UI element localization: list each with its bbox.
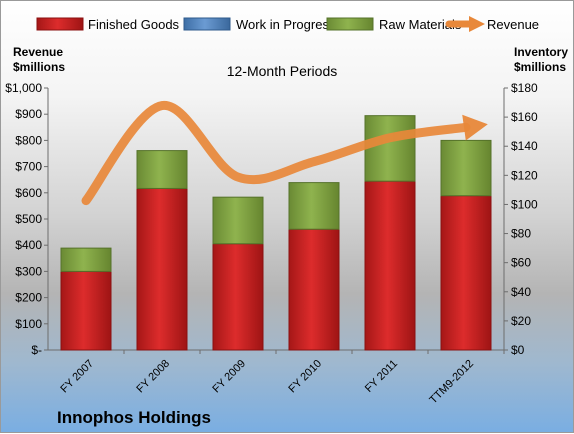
x-tick-label: FY 2008 [134,358,172,396]
bar-raw-materials [364,115,416,182]
revenue-line [81,101,471,206]
legend-label-work-in-progress: Work in Progress [236,17,336,32]
left-tick-label: $700 [15,160,42,174]
bar-finished-goods [212,243,264,351]
right-tick-label: $160 [511,110,538,124]
left-tick-label: $400 [15,238,42,252]
legend-label-finished-goods: Finished Goods [88,17,180,32]
bar-finished-goods [440,195,492,351]
legend: Finished Goods Work in Progress Raw Mate… [36,16,539,32]
x-tick-label: FY 2007 [58,358,96,396]
right-tick-label: $120 [511,168,538,182]
right-tick-label: $80 [511,227,531,241]
left-axis-title-line-1: Revenue [13,45,63,59]
revenue-line-layer [81,101,488,206]
bar-raw-materials [212,196,264,245]
left-tick-label: $200 [15,291,42,305]
bar-finished-goods [288,228,340,351]
left-tick-label: $900 [15,107,42,121]
left-axis-title-line-2: $millions [13,60,65,74]
legend-swatch-work-in-progress [183,17,231,31]
bar-finished-goods [364,180,416,351]
bars-layer [60,115,492,351]
x-tick-label: FY 2010 [286,358,324,396]
left-tick-label: $600 [15,186,42,200]
legend-label-revenue: Revenue [487,17,539,32]
x-tick-label: FY 2011 [363,358,400,395]
left-axis-title: Revenue $millions [13,45,66,74]
revenue-arrowhead [462,114,488,141]
left-tick-label: $800 [15,133,42,147]
right-tick-label: $100 [511,197,538,211]
right-tick-label: $140 [511,139,538,153]
right-tick-label: $180 [511,81,538,95]
plot-title: 12-Month Periods [227,63,338,79]
left-tick-label: $- [31,343,42,357]
bar-raw-materials [136,150,188,189]
bar-raw-materials [288,182,340,230]
left-tick-label: $300 [15,264,42,278]
legend-swatch-revenue [445,16,485,32]
right-tick-label: $0 [511,343,525,357]
right-axis-title-line-2: $millions [514,60,566,74]
right-tick-label: $60 [511,256,531,270]
legend-label-raw-materials: Raw Materials [379,17,462,32]
company-name: Innophos Holdings [57,408,211,427]
right-axis-title-line-1: Inventory [514,45,568,59]
left-tick-label: $100 [15,317,42,331]
left-tick-label: $500 [15,212,42,226]
right-axis-title: Inventory $millions [514,45,571,74]
x-tick-label: TTM9-2012 [427,358,476,407]
legend-swatch-finished-goods [36,17,84,31]
legend-swatch-raw-materials [326,17,374,31]
right-tick-label: $20 [511,314,531,328]
bar-raw-materials [440,139,492,197]
bar-raw-materials [60,247,112,272]
left-tick-label: $1,000 [5,81,42,95]
right-tick-label: $40 [511,285,531,299]
bar-finished-goods [136,187,188,351]
bar-finished-goods [60,270,112,351]
x-tick-label: FY 2009 [210,358,248,396]
